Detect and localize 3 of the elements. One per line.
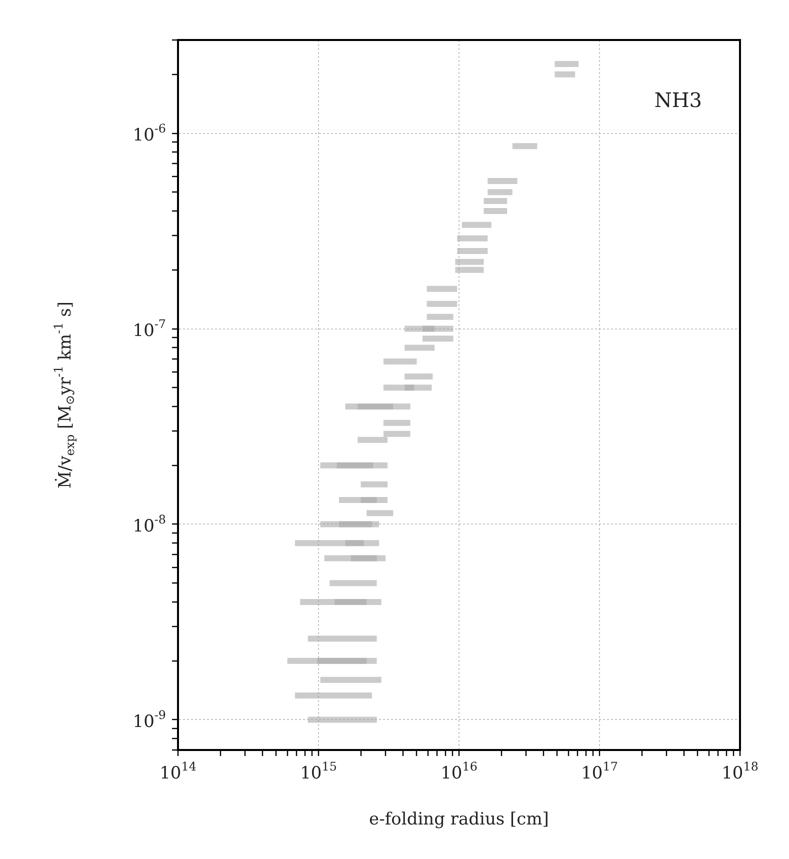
annotation: NH3 — [654, 88, 702, 112]
x-axis-title: e-folding radius [cm] — [369, 809, 549, 830]
text: Ṁ/vexp [M⊙yr-1 km-1 s] — [51, 302, 78, 488]
